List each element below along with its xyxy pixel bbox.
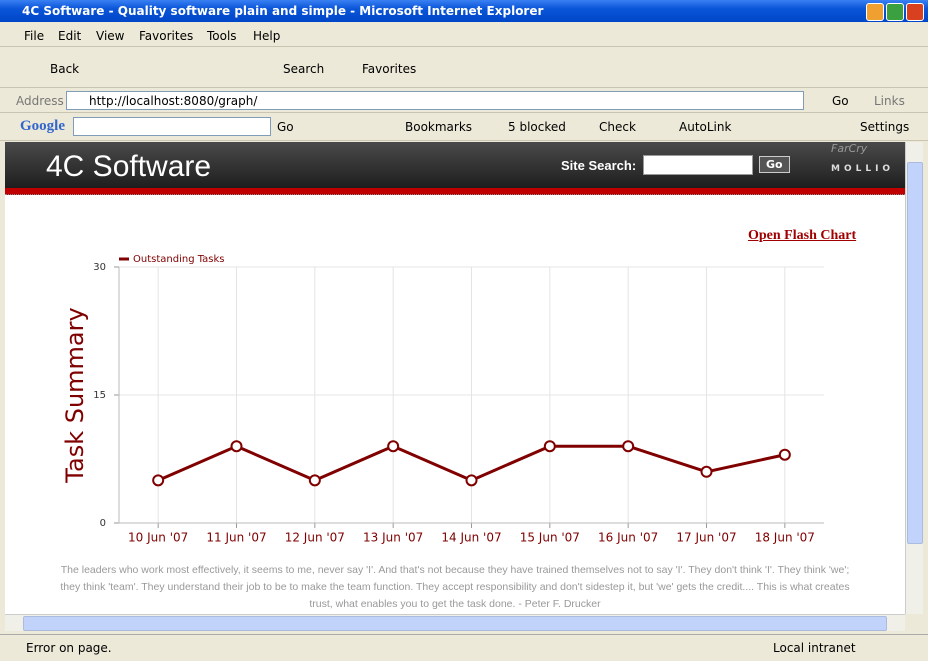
legend-label: Outstanding Tasks [133, 254, 225, 265]
search-label: Site Search: [561, 158, 637, 173]
address-input[interactable]: http://localhost:8080/graph/ [66, 91, 804, 110]
x-tick-label: 16 Jun '07 [598, 531, 658, 545]
data-point [543, 440, 556, 453]
data-point [700, 465, 713, 478]
y-tick-label: 30 [93, 262, 106, 273]
status-bar: Error on page. Local intranet [0, 634, 928, 661]
menu-bar: File Edit View Favorites Tools Help [0, 23, 928, 47]
menu-item[interactable]: Edit [58, 29, 82, 43]
x-tick-label: 15 Jun '07 [520, 531, 580, 545]
popup-blocked[interactable]: 5 blocked [508, 120, 566, 134]
menu-item[interactable]: View [96, 29, 125, 43]
settings-button[interactable]: Settings [860, 120, 910, 134]
y-tick-label: 15 [93, 390, 106, 401]
site-search-input[interactable] [643, 155, 753, 175]
chart: 0 15 30 10 Jun '07 11 Jun '07 12 Jun '07 13 Ju… [61, 254, 824, 545]
spell-check[interactable]: Check [599, 120, 636, 134]
x-tick-label: 11 Jun '07 [206, 531, 266, 545]
autolink-button[interactable]: AutoLink [679, 120, 732, 134]
horizontal-scrollbar[interactable] [5, 614, 905, 631]
title-bar: 4C Software - Quality software plain and… [0, 0, 928, 22]
data-point [308, 474, 321, 487]
menu-item[interactable]: Favorites [139, 29, 194, 43]
y-tick-label: 0 [100, 518, 106, 529]
scroll-thumb[interactable] [23, 616, 887, 631]
x-tick-label: 18 Jun '07 [755, 531, 815, 545]
bookmarks-button[interactable]: Bookmarks [405, 120, 473, 134]
google-search-input[interactable] [73, 117, 271, 136]
site-name: 4C Software [46, 150, 212, 183]
address-url: http://localhost:8080/graph/ [89, 94, 258, 108]
data-point [622, 440, 635, 453]
minimize-button[interactable] [866, 3, 884, 21]
header-stripe [5, 188, 905, 195]
x-tick-label: 10 Jun '07 [128, 531, 188, 545]
toolbar: Back Search Favorites [0, 47, 928, 88]
x-tick-label: 12 Jun '07 [285, 531, 345, 545]
y-axis-label: Task Summary [61, 307, 89, 483]
window-title: 4C Software - Quality software plain and… [22, 4, 544, 18]
close-button[interactable] [906, 3, 924, 21]
address-label: Address [16, 94, 64, 108]
brand-bottom: MOLLIO [831, 164, 895, 174]
google-toolbar: Google Go Bookmarks 5 blocked Check Auto… [0, 113, 928, 141]
maximize-button[interactable] [886, 3, 904, 21]
data-point [778, 448, 791, 461]
quote: The leaders who work most effectively, i… [60, 564, 850, 610]
x-tick-label: 13 Jun '07 [363, 531, 423, 545]
site-search-button[interactable]: Go [759, 156, 790, 173]
address-bar: Address http://localhost:8080/graph/ Go … [0, 88, 928, 113]
google-logo: Google [20, 118, 65, 134]
site-header: 4C Software Site Search: Go FarCry MOLLI… [5, 142, 905, 188]
menu-item[interactable]: File [24, 29, 45, 43]
favorites-button[interactable]: Favorites [362, 62, 417, 76]
back-button[interactable]: Back [50, 62, 80, 76]
go-button[interactable]: Go [832, 94, 849, 108]
flash-chart-link[interactable]: Open Flash Chart [748, 228, 857, 243]
data-point [230, 440, 243, 453]
page-content: 4C Software Site Search: Go FarCry MOLLI… [5, 142, 905, 614]
vertical-scrollbar[interactable] [905, 142, 923, 614]
brand-top: FarCry [831, 142, 868, 155]
security-zone: Local intranet [773, 641, 856, 655]
data-point [387, 440, 400, 453]
menu-item[interactable]: Tools [207, 29, 237, 43]
x-tick-label: 17 Jun '07 [676, 531, 736, 545]
data-point [465, 474, 478, 487]
google-go[interactable]: Go [277, 120, 294, 134]
search-button[interactable]: Search [283, 62, 325, 76]
status-message: Error on page. [26, 641, 112, 655]
x-tick-label: 14 Jun '07 [441, 531, 501, 545]
menu-item[interactable]: Help [253, 29, 281, 43]
links-button[interactable]: Links [874, 94, 905, 108]
data-point [152, 474, 165, 487]
scroll-thumb[interactable] [907, 162, 923, 544]
